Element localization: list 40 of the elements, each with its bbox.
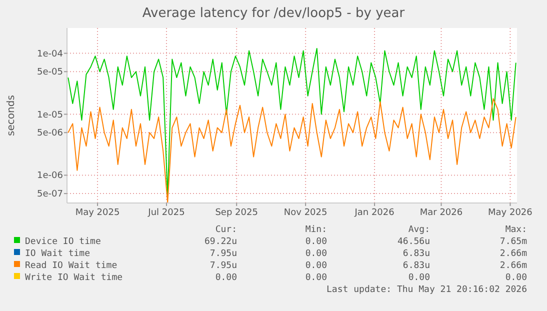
y-tick-label: 1e-04 (37, 49, 64, 60)
text: Cur: (215, 225, 237, 235)
y-tick-label: 5e-05 (37, 68, 63, 78)
text: 2.66m (500, 249, 527, 259)
text: Min: (305, 225, 327, 235)
legend-label: Device IO time (25, 237, 101, 247)
text: 0.00 (305, 261, 327, 271)
chart-title: Average latency for /dev/loop5 - by year (142, 6, 406, 21)
x-tick-label: May 2025 (75, 208, 120, 218)
x-tick-label: Jul 2025 (147, 208, 185, 218)
text: Last update: Thu May 21 20:16:02 2026 (326, 285, 527, 295)
text: 7.95u (210, 249, 237, 259)
text: Avg: (408, 225, 430, 235)
text: 69.22u (204, 237, 237, 247)
text: 0.00 (505, 273, 527, 283)
text: 0.00 (305, 249, 327, 259)
y-tick-label: 1e-05 (37, 110, 63, 120)
text: 0.00 (408, 273, 430, 283)
text: 7.95u (210, 261, 237, 271)
text: 6.83u (402, 261, 430, 271)
text: 0.00 (305, 237, 327, 247)
y-tick-label: 5e-07 (37, 190, 63, 200)
x-tick-label: Jan 2026 (354, 208, 395, 218)
legend-label: Read IO Wait time (25, 261, 118, 271)
text: 6.83u (402, 249, 430, 259)
x-tick-label: May 2026 (488, 208, 533, 218)
text: 2.66m (500, 261, 527, 271)
text: 0.00 (305, 273, 327, 283)
y-axis-title: seconds (6, 95, 17, 136)
x-tick-label: Mar 2026 (420, 208, 463, 218)
legend-label: Write IO Wait time (25, 273, 123, 283)
text: 7.65m (500, 237, 527, 247)
text: Max: (505, 225, 527, 235)
x-tick-label: Sep 2025 (215, 208, 258, 218)
legend-label: IO Wait time (25, 249, 90, 259)
y-tick-label: 1e-06 (37, 171, 64, 182)
text: 0.00 (215, 273, 237, 283)
x-tick-label: Nov 2025 (284, 208, 328, 218)
text: 46.56u (397, 237, 430, 247)
y-tick-label: 5e-06 (37, 128, 64, 139)
